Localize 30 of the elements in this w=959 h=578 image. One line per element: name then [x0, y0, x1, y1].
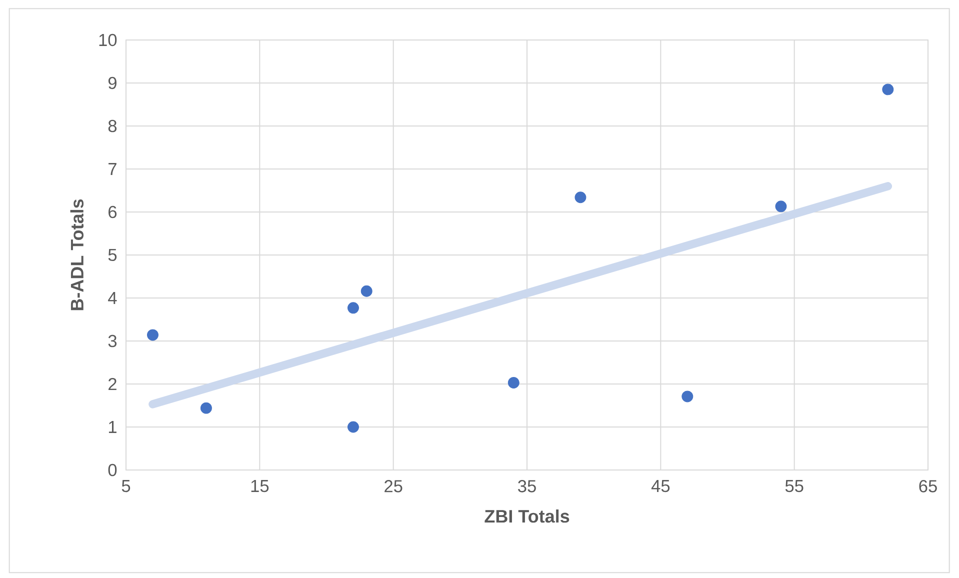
point	[200, 402, 212, 414]
point	[775, 200, 787, 212]
x-tick-label: 5	[122, 480, 130, 492]
x-tick-label: 45	[651, 480, 670, 492]
x-tick-label: 55	[785, 480, 804, 492]
point	[574, 192, 586, 204]
point	[508, 376, 520, 388]
y-tick-label: 4	[108, 292, 117, 304]
x-axis-title: ZBI Totals	[484, 509, 570, 523]
point	[348, 421, 359, 433]
point	[348, 302, 359, 314]
y-tick-label: 2	[108, 378, 116, 390]
point	[360, 285, 372, 297]
x-tick-label: 65	[919, 480, 937, 492]
y-tick-label: 7	[108, 163, 116, 175]
y-tick-label: 1	[108, 421, 116, 433]
point	[682, 390, 694, 402]
point	[882, 84, 894, 96]
y-tick-label: 3	[108, 334, 117, 348]
point	[147, 329, 158, 341]
y-tick-label: 10	[99, 34, 117, 46]
y-tick-label: 8	[108, 120, 117, 132]
x-tick-label: 15	[251, 480, 269, 492]
y-axis-title: B-ADL Totals	[70, 199, 84, 310]
y-tick-label: 0	[108, 464, 117, 476]
y-tick-label: 6	[108, 206, 117, 218]
x-tick-label: 25	[384, 480, 402, 492]
y-tick-label: 9	[108, 76, 116, 90]
x-tick-label: 35	[518, 480, 536, 492]
y-tick-label: 5	[108, 248, 117, 262]
